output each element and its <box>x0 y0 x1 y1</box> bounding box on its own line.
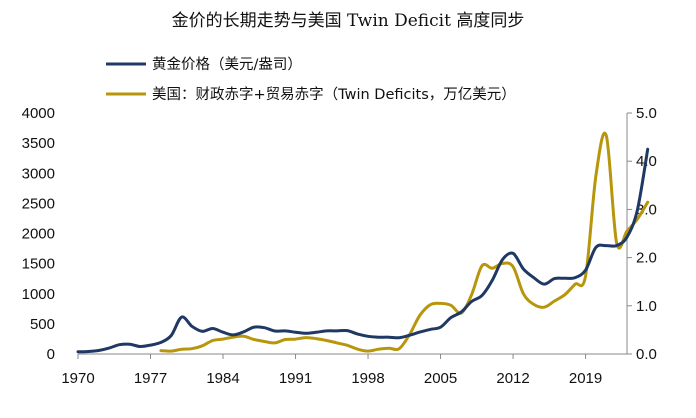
left-tick-label: 2500 <box>22 195 55 212</box>
x-tick-label: 2005 <box>424 370 457 387</box>
chart-series <box>76 131 650 354</box>
right-tick-label: 0.0 <box>636 346 657 363</box>
right-tick-label: 2.0 <box>636 250 657 267</box>
left-tick-label: 1500 <box>22 256 55 273</box>
left-tick-label: 500 <box>30 316 55 333</box>
chart-title: 金价的长期走势与美国 Twin Deficit 高度同步 <box>171 11 525 31</box>
right-tick-label: 1.0 <box>636 298 657 315</box>
x-tick-label: 1970 <box>61 370 94 387</box>
left-tick-label: 3000 <box>22 165 55 182</box>
x-tick-label: 2012 <box>496 370 529 387</box>
chart-axes <box>78 113 628 355</box>
series-line-twin-deficit <box>159 131 650 353</box>
right-axis-ticks: 0.01.02.03.04.05.0 <box>627 105 657 363</box>
left-tick-label: 3500 <box>22 135 55 152</box>
legend-label-gold-price: 黄金价格（美元/盎司） <box>152 56 302 73</box>
right-tick-label: 5.0 <box>636 105 657 122</box>
series-line-gold-price <box>76 147 650 354</box>
legend-label-twin-deficit: 美国：财政赤字+贸易赤字（Twin Deficits，万亿美元） <box>152 86 516 103</box>
x-axis-ticks: 1970 1977 1984 1991 1998 2005 2012 2019 <box>61 354 602 387</box>
x-tick-label: 2019 <box>569 370 602 387</box>
left-tick-label: 2000 <box>22 226 55 243</box>
left-tick-label: 0 <box>47 346 55 363</box>
chart-legend: 黄金价格（美元/盎司） 美国：财政赤字+贸易赤字（Twin Deficits，万… <box>106 56 516 103</box>
x-tick-label: 1984 <box>206 370 239 387</box>
x-tick-label: 1977 <box>134 370 167 387</box>
left-axis-ticks: 0 500 1000 1500 2000 2500 3000 3500 4000 <box>22 105 55 363</box>
left-tick-label: 4000 <box>22 105 55 122</box>
left-tick-label: 1000 <box>22 286 55 303</box>
x-tick-label: 1998 <box>351 370 384 387</box>
x-tick-label: 1991 <box>279 370 312 387</box>
